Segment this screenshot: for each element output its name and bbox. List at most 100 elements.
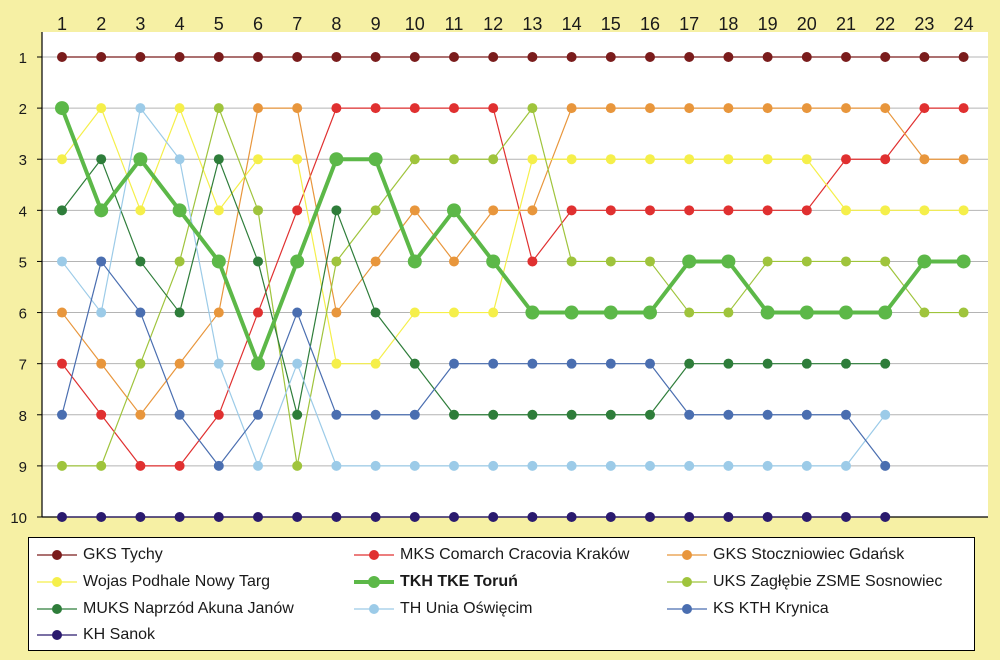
data-point: [331, 52, 342, 62]
x-tick-label: 1: [57, 14, 67, 34]
data-point: [605, 358, 616, 369]
data-point: [57, 52, 67, 62]
legend-label: TKH TKE Toruń: [400, 573, 518, 590]
data-point: [253, 52, 263, 62]
x-tick-label: 7: [292, 14, 302, 34]
y-tick-label: 10: [10, 510, 27, 527]
legend-item-th-unia[interactable]: TH Unia Oświęcim: [354, 597, 532, 621]
data-point: [723, 460, 734, 471]
data-point: [96, 409, 107, 420]
data-point: [645, 512, 655, 522]
data-point: [684, 460, 695, 471]
data-point: [643, 305, 657, 320]
data-point: [96, 307, 107, 318]
legend-item-tkh-torun[interactable]: TKH TKE Toruń: [354, 570, 518, 594]
data-point: [605, 460, 616, 471]
x-tick-label: 2: [96, 14, 106, 34]
data-point: [292, 52, 303, 62]
data-point: [135, 460, 146, 471]
data-point: [449, 307, 459, 318]
data-point: [919, 52, 930, 62]
legend-marker: [37, 550, 77, 560]
data-point: [96, 256, 107, 267]
data-point: [841, 460, 851, 471]
data-point: [213, 103, 224, 114]
legend-item-uks-zaglebie[interactable]: UKS Zagłębie ZSME Sosnowiec: [667, 570, 942, 594]
data-point: [174, 154, 185, 165]
data-point: [762, 103, 773, 114]
data-point: [331, 512, 342, 522]
legend-marker: [354, 604, 394, 614]
data-point: [723, 154, 734, 165]
data-point: [605, 512, 616, 522]
data-point: [762, 460, 773, 471]
data-point: [605, 205, 616, 216]
data-point: [684, 52, 695, 62]
data-point: [409, 205, 420, 216]
data-point: [880, 154, 891, 165]
data-point: [96, 512, 107, 522]
legend-marker: [667, 604, 707, 614]
data-point: [527, 205, 538, 216]
data-point: [841, 409, 851, 420]
data-point: [566, 154, 577, 165]
data-point: [370, 307, 381, 318]
legend-item-mks-cracovia[interactable]: MKS Comarch Cracovia Kraków: [354, 543, 629, 567]
data-point: [723, 205, 734, 216]
legend-label: TH Unia Oświęcim: [400, 600, 533, 617]
legend-item-ks-kth[interactable]: KS KTH Krynica: [667, 597, 829, 621]
data-point: [253, 103, 263, 114]
data-point: [723, 409, 734, 420]
data-point: [96, 103, 107, 114]
x-tick-label: 17: [679, 14, 699, 34]
legend-label: MUKS Naprzód Akuna Janów: [83, 600, 294, 617]
data-point: [174, 307, 185, 318]
y-tick-label: 4: [19, 203, 27, 220]
series-line: [61, 260, 886, 467]
data-point: [839, 305, 853, 320]
data-point: [172, 203, 187, 218]
data-point: [331, 307, 342, 318]
y-tick-label: 6: [19, 306, 27, 323]
data-point: [449, 154, 459, 165]
data-point: [527, 512, 538, 522]
data-point: [958, 103, 969, 114]
series-line: [61, 107, 964, 365]
series-kh-sanok: [57, 512, 891, 522]
data-point: [174, 460, 185, 471]
data-point: [135, 409, 146, 420]
data-point: [57, 205, 67, 216]
data-point: [449, 103, 459, 114]
legend-item-muks-naprzod[interactable]: MUKS Naprzód Akuna Janów: [37, 597, 294, 621]
data-point: [409, 52, 420, 62]
data-point: [760, 305, 775, 320]
x-tick-label: 9: [371, 14, 381, 34]
x-tick-label: 18: [718, 14, 738, 34]
data-point: [449, 409, 459, 420]
x-tick-label: 24: [954, 14, 974, 34]
legend-marker: [37, 630, 77, 640]
legend-item-wojas-podhale[interactable]: Wojas Podhale Nowy Targ: [37, 570, 270, 594]
data-point: [331, 205, 342, 216]
data-point: [527, 409, 538, 420]
legend-item-kh-sanok[interactable]: KH Sanok: [37, 623, 155, 647]
data-point: [331, 460, 342, 471]
data-point: [96, 358, 107, 369]
data-point: [253, 256, 263, 267]
x-tick-label: 22: [875, 14, 895, 34]
data-point: [801, 512, 812, 522]
data-point: [488, 154, 499, 165]
data-point: [488, 103, 499, 114]
data-point: [645, 256, 655, 267]
data-point: [96, 460, 107, 471]
data-point: [292, 460, 303, 471]
data-point: [566, 256, 577, 267]
legend-item-gks-stoczniowiec[interactable]: GKS Stoczniowiec Gdańsk: [667, 543, 904, 567]
series-th-unia-o-wi-cim: [57, 103, 891, 471]
data-point: [603, 305, 618, 320]
legend-item-gks-tychy[interactable]: GKS Tychy: [37, 543, 163, 567]
data-point: [684, 358, 695, 369]
data-point: [449, 512, 459, 522]
data-point: [917, 254, 932, 269]
